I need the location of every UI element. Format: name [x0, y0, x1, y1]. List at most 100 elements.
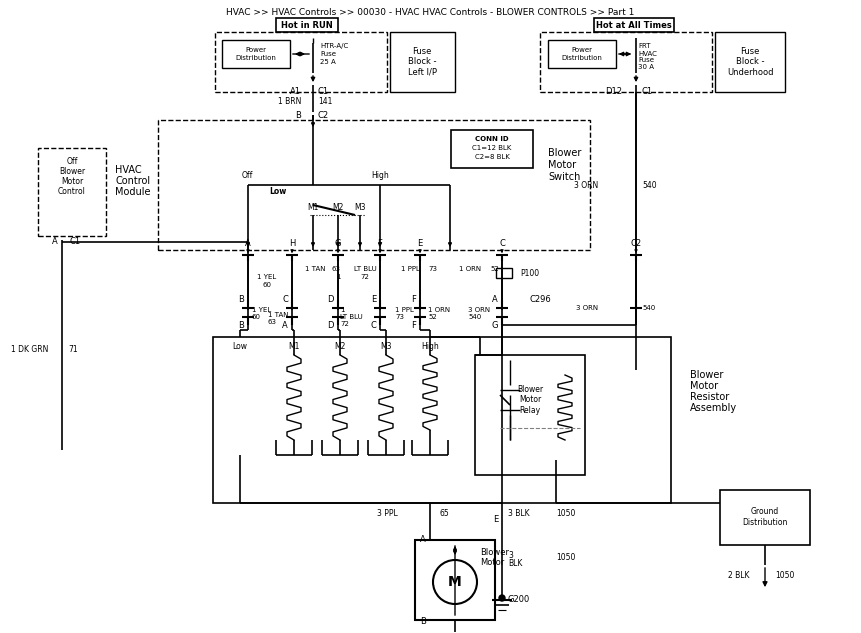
Bar [715, 32, 785, 92]
Text: M1: M1 [307, 203, 319, 213]
Text: E: E [492, 515, 498, 525]
Text: P100: P100 [520, 268, 539, 277]
Text: 1 PPL: 1 PPL [395, 307, 414, 313]
Text: Motor: Motor [548, 160, 576, 170]
Text: 141: 141 [318, 97, 332, 106]
Bar [451, 130, 533, 168]
Text: 72: 72 [340, 321, 349, 327]
Text: 1 YEL: 1 YEL [257, 274, 276, 280]
Bar [475, 355, 585, 475]
Text: E: E [371, 296, 376, 304]
Text: 2 BLK: 2 BLK [728, 570, 750, 579]
Bar [222, 40, 290, 68]
Text: C2: C2 [630, 239, 641, 248]
Text: Fuse: Fuse [320, 51, 336, 57]
Text: 72: 72 [361, 274, 369, 280]
Text: Low: Low [269, 187, 287, 196]
Text: Power
Distribution: Power Distribution [236, 47, 276, 61]
Text: B: B [420, 618, 426, 627]
Text: 71: 71 [68, 346, 77, 354]
Text: HVAC: HVAC [638, 51, 657, 57]
Bar [540, 32, 712, 92]
Text: Module: Module [115, 187, 151, 197]
Bar [496, 268, 512, 278]
Text: G: G [492, 320, 498, 330]
Text: 3 ORN: 3 ORN [573, 180, 598, 189]
Text: Blower: Blower [59, 167, 85, 176]
Text: LT BLU: LT BLU [354, 266, 376, 272]
Text: HVAC >> HVAC Controls >> 00030 - HVAC HVAC Controls - BLOWER CONTROLS >> Part 1: HVAC >> HVAC Controls >> 00030 - HVAC HV… [226, 8, 635, 17]
Text: 3 PPL: 3 PPL [377, 510, 398, 518]
Text: 1: 1 [336, 274, 340, 280]
Circle shape [433, 560, 477, 604]
Bar [594, 18, 674, 32]
Text: A1: A1 [290, 87, 301, 96]
Text: M2: M2 [334, 342, 345, 351]
Text: Blower
Motor
Relay: Blower Motor Relay [517, 385, 543, 415]
Text: M3: M3 [381, 342, 392, 351]
Text: Motor: Motor [690, 381, 718, 391]
Text: C1: C1 [70, 237, 81, 246]
Text: D: D [327, 320, 334, 330]
Text: 1 YEL: 1 YEL [252, 307, 271, 313]
Text: M2: M2 [332, 203, 344, 213]
Text: Fuse: Fuse [638, 57, 654, 63]
Text: Fuse
Block -
Left I/P: Fuse Block - Left I/P [407, 47, 437, 77]
Bar [720, 490, 810, 545]
Text: 1 PPL: 1 PPL [400, 266, 419, 272]
Text: 73: 73 [395, 314, 404, 320]
Text: 1 ORN: 1 ORN [428, 307, 450, 313]
Text: FRT: FRT [638, 43, 651, 49]
Text: M: M [448, 575, 461, 589]
Text: F: F [378, 239, 382, 248]
Text: C2=8 BLK: C2=8 BLK [474, 154, 510, 160]
Text: 1 ORN: 1 ORN [459, 266, 481, 272]
Text: Blower: Blower [548, 148, 581, 158]
Text: 1050: 1050 [556, 553, 575, 563]
Text: G: G [335, 239, 341, 248]
Text: Low: Low [232, 342, 247, 351]
Bar [415, 540, 495, 620]
Text: M1: M1 [288, 342, 300, 351]
Text: 1 TAN: 1 TAN [305, 266, 325, 272]
Text: 52: 52 [490, 266, 499, 272]
Text: C2: C2 [318, 111, 329, 120]
Text: Blower: Blower [690, 370, 723, 380]
Text: M3: M3 [354, 203, 366, 213]
Text: B: B [238, 296, 244, 304]
Text: 3 ORN: 3 ORN [576, 305, 598, 311]
Text: 1 TAN: 1 TAN [268, 312, 288, 318]
Bar [215, 32, 387, 92]
Text: C1: C1 [318, 87, 329, 96]
Text: A: A [245, 239, 251, 248]
Text: 540: 540 [642, 305, 655, 311]
Text: G200: G200 [508, 596, 530, 605]
Text: Ground
Distribution: Ground Distribution [742, 507, 788, 527]
Bar [390, 32, 455, 92]
Text: C296: C296 [530, 296, 552, 304]
Text: HVAC: HVAC [115, 165, 141, 175]
Text: 1: 1 [340, 307, 344, 313]
Text: H: H [288, 239, 295, 248]
Text: Hot in RUN: Hot in RUN [282, 20, 333, 30]
Text: 65: 65 [440, 510, 449, 518]
Text: Motor: Motor [61, 177, 84, 186]
Bar [548, 40, 616, 68]
Text: E: E [418, 239, 423, 248]
Text: Assembly: Assembly [690, 403, 737, 413]
Text: Motor: Motor [480, 558, 505, 567]
Text: C1: C1 [641, 87, 652, 96]
Text: Power
Distribution: Power Distribution [561, 47, 603, 61]
Text: 63: 63 [332, 266, 341, 272]
Text: 73: 73 [428, 266, 437, 272]
Text: 3: 3 [508, 551, 513, 560]
Text: 1 BRN: 1 BRN [277, 97, 301, 106]
Text: 60: 60 [263, 282, 271, 288]
Text: Resistor: Resistor [690, 392, 729, 402]
Text: F: F [411, 296, 416, 304]
Text: 1 DK GRN: 1 DK GRN [10, 346, 48, 354]
Text: 1050: 1050 [775, 570, 795, 579]
Text: 63: 63 [268, 319, 277, 325]
Text: C1=12 BLK: C1=12 BLK [473, 145, 511, 151]
Text: BLK: BLK [508, 558, 523, 568]
